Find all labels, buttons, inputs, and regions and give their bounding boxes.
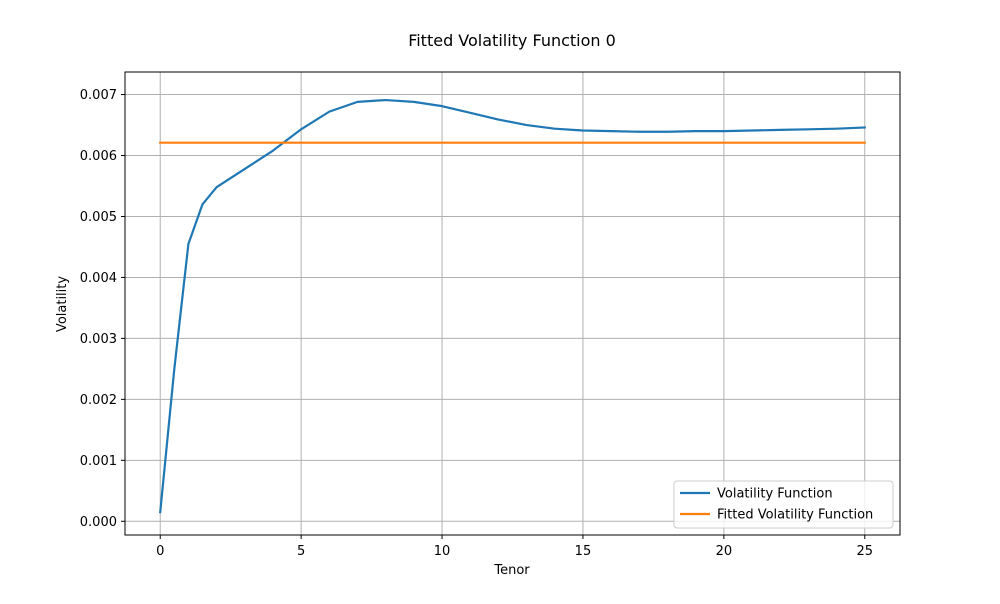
y-tick-label: 0.000	[80, 515, 117, 530]
y-tick-label: 0.007	[80, 88, 117, 103]
y-tick-label: 0.004	[80, 271, 117, 286]
y-tick-label: 0.006	[80, 149, 117, 164]
x-tick-label: 25	[856, 544, 873, 559]
y-tick-label: 0.002	[80, 393, 117, 408]
chart-title: Fitted Volatility Function 0	[408, 31, 616, 50]
series-line-1	[159, 98, 866, 514]
x-axis-label: Tenor	[493, 563, 530, 578]
y-axis-label: Volatility	[55, 276, 70, 332]
x-tick-label: 15	[575, 544, 592, 559]
legend: Volatility Function Fitted Volatility Fun…	[673, 480, 894, 529]
x-tick-label: 5	[297, 544, 305, 559]
grid-layer	[125, 72, 900, 535]
legend-label-1: Volatility Function	[717, 487, 833, 502]
y-tick-label: 0.003	[80, 332, 117, 347]
y-tick-label: 0.001	[80, 454, 117, 469]
x-tick-label: 0	[156, 544, 164, 559]
legend-box	[673, 480, 894, 529]
series-layer	[159, 98, 866, 514]
x-tick-label: 20	[716, 544, 733, 559]
y-tick-label: 0.005	[80, 210, 117, 225]
x-tick-label: 10	[434, 544, 451, 559]
axes-frame	[124, 71, 901, 536]
legend-label-2: Fitted Volatility Function	[717, 508, 873, 523]
tick-layer: 0 5 10 15 20 25 0.000 0.001 0.002 0.003 0.004 0.005…	[80, 88, 873, 559]
